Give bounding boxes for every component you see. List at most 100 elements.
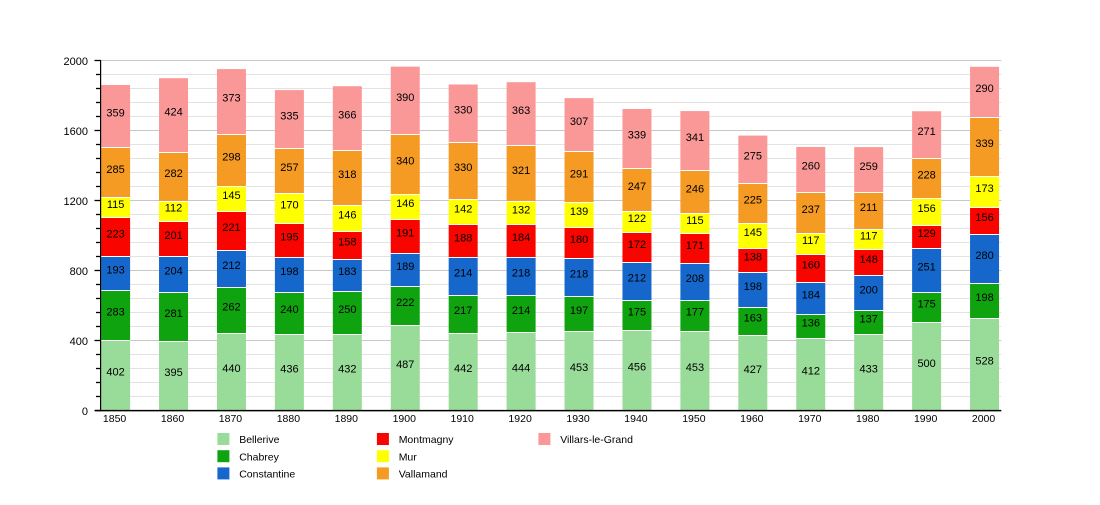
svg-text:175: 175	[628, 306, 646, 318]
svg-text:1940: 1940	[624, 413, 648, 425]
svg-text:1950: 1950	[682, 413, 706, 425]
svg-text:246: 246	[686, 183, 704, 195]
svg-text:117: 117	[860, 231, 878, 243]
svg-text:1890: 1890	[335, 413, 359, 425]
svg-text:341: 341	[686, 132, 704, 144]
svg-text:259: 259	[860, 161, 878, 173]
svg-text:160: 160	[802, 259, 820, 271]
svg-text:373: 373	[222, 93, 240, 105]
svg-text:1930: 1930	[566, 413, 590, 425]
svg-text:400: 400	[70, 336, 88, 348]
svg-text:217: 217	[454, 305, 472, 317]
svg-text:442: 442	[454, 363, 472, 375]
svg-text:146: 146	[338, 210, 356, 222]
svg-text:183: 183	[338, 266, 356, 278]
svg-text:193: 193	[106, 265, 124, 277]
svg-text:260: 260	[802, 161, 820, 173]
svg-text:285: 285	[106, 164, 124, 176]
svg-text:1850: 1850	[103, 413, 127, 425]
svg-text:335: 335	[280, 110, 298, 122]
svg-text:2000: 2000	[64, 56, 88, 68]
svg-text:Montmagny: Montmagny	[399, 434, 455, 446]
svg-text:307: 307	[570, 116, 588, 128]
svg-text:291: 291	[570, 168, 588, 180]
svg-text:1920: 1920	[508, 413, 532, 425]
svg-text:453: 453	[686, 362, 704, 374]
svg-text:453: 453	[570, 362, 588, 374]
svg-text:1910: 1910	[451, 413, 475, 425]
svg-text:1200: 1200	[64, 196, 88, 208]
svg-text:237: 237	[802, 204, 820, 216]
svg-text:115: 115	[107, 199, 125, 211]
svg-text:282: 282	[164, 168, 182, 180]
svg-text:170: 170	[280, 200, 298, 212]
svg-text:208: 208	[686, 273, 704, 285]
svg-text:1980: 1980	[856, 413, 880, 425]
svg-text:Vallamand: Vallamand	[399, 469, 448, 481]
svg-text:433: 433	[860, 364, 878, 376]
svg-text:163: 163	[744, 313, 762, 325]
svg-text:444: 444	[512, 363, 530, 375]
svg-text:214: 214	[454, 267, 472, 279]
svg-text:225: 225	[744, 194, 762, 206]
svg-text:221: 221	[222, 222, 240, 234]
svg-text:198: 198	[975, 292, 993, 304]
svg-text:177: 177	[686, 307, 704, 319]
svg-text:412: 412	[802, 365, 820, 377]
svg-text:1870: 1870	[219, 413, 243, 425]
svg-text:402: 402	[106, 366, 124, 378]
svg-text:250: 250	[338, 304, 356, 316]
svg-text:Villars-le-Grand: Villars-le-Grand	[560, 434, 633, 446]
svg-text:298: 298	[222, 151, 240, 163]
svg-text:117: 117	[802, 235, 820, 247]
svg-text:321: 321	[512, 165, 530, 177]
svg-text:137: 137	[860, 314, 878, 326]
svg-text:198: 198	[744, 281, 762, 293]
svg-text:290: 290	[975, 83, 993, 95]
svg-text:275: 275	[744, 151, 762, 163]
svg-text:156: 156	[975, 212, 993, 224]
svg-text:251: 251	[917, 261, 935, 273]
svg-text:432: 432	[338, 364, 356, 376]
svg-text:211: 211	[860, 202, 878, 214]
svg-text:228: 228	[917, 170, 935, 182]
svg-text:440: 440	[222, 363, 240, 375]
svg-text:Constantine: Constantine	[239, 469, 295, 481]
svg-text:173: 173	[975, 183, 993, 195]
svg-text:247: 247	[628, 181, 646, 193]
svg-text:223: 223	[106, 228, 124, 240]
svg-text:281: 281	[164, 308, 182, 320]
svg-text:112: 112	[165, 203, 183, 215]
svg-text:339: 339	[975, 138, 993, 150]
svg-text:Bellerive: Bellerive	[239, 434, 279, 446]
svg-text:283: 283	[106, 306, 124, 318]
svg-text:195: 195	[280, 231, 298, 243]
svg-text:340: 340	[396, 156, 414, 168]
svg-text:138: 138	[744, 252, 762, 264]
svg-text:359: 359	[106, 107, 124, 119]
svg-text:214: 214	[512, 305, 530, 317]
svg-text:115: 115	[686, 215, 704, 227]
svg-text:271: 271	[917, 126, 935, 138]
svg-text:158: 158	[338, 236, 356, 248]
svg-text:146: 146	[396, 198, 414, 210]
svg-text:142: 142	[454, 203, 472, 215]
svg-text:1900: 1900	[393, 413, 417, 425]
svg-text:456: 456	[628, 362, 646, 374]
svg-text:Mur: Mur	[399, 451, 418, 463]
svg-text:175: 175	[917, 299, 935, 311]
svg-text:262: 262	[222, 302, 240, 314]
svg-text:145: 145	[222, 190, 240, 202]
svg-text:395: 395	[164, 367, 182, 379]
svg-text:129: 129	[917, 228, 935, 240]
svg-text:212: 212	[222, 260, 240, 272]
svg-text:Chabrey: Chabrey	[239, 451, 279, 463]
svg-text:204: 204	[164, 265, 182, 277]
svg-text:1860: 1860	[161, 413, 185, 425]
svg-text:500: 500	[917, 358, 935, 370]
svg-text:200: 200	[860, 284, 878, 296]
svg-text:148: 148	[860, 254, 878, 266]
svg-text:218: 218	[570, 269, 588, 281]
svg-text:201: 201	[164, 230, 182, 242]
svg-text:330: 330	[454, 162, 472, 174]
